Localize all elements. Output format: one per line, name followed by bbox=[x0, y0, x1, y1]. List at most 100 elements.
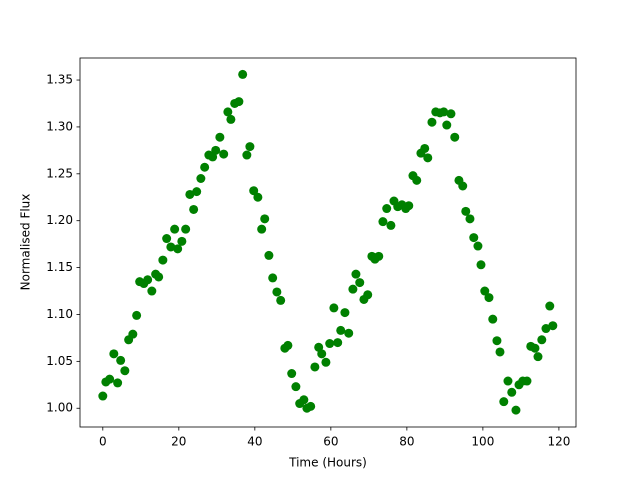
point bbox=[287, 369, 297, 379]
point bbox=[541, 324, 551, 334]
point bbox=[272, 287, 282, 297]
point bbox=[189, 204, 199, 214]
point bbox=[336, 325, 346, 335]
point bbox=[533, 352, 543, 362]
point bbox=[283, 340, 293, 350]
point bbox=[264, 250, 274, 260]
point bbox=[128, 329, 138, 339]
point bbox=[511, 405, 521, 415]
point bbox=[226, 114, 236, 124]
point bbox=[386, 220, 396, 230]
point bbox=[548, 321, 558, 331]
point bbox=[116, 355, 126, 365]
point bbox=[158, 255, 168, 265]
point bbox=[423, 153, 433, 163]
point bbox=[450, 132, 460, 142]
point bbox=[374, 251, 384, 261]
point bbox=[382, 204, 392, 214]
point bbox=[105, 374, 115, 384]
point bbox=[181, 224, 191, 234]
x-tick-label: 0 bbox=[99, 435, 107, 449]
y-tick-label: 1.05 bbox=[46, 354, 73, 368]
point bbox=[480, 286, 490, 296]
point bbox=[200, 162, 210, 172]
point bbox=[120, 366, 130, 376]
point bbox=[321, 357, 331, 367]
point bbox=[340, 308, 350, 318]
point bbox=[166, 242, 176, 252]
plot-frame bbox=[79, 57, 577, 428]
point bbox=[503, 376, 513, 386]
point bbox=[143, 275, 153, 285]
point bbox=[427, 117, 437, 127]
point bbox=[291, 382, 301, 392]
x-tick-label: 80 bbox=[399, 435, 414, 449]
point bbox=[473, 241, 483, 251]
point bbox=[196, 173, 206, 183]
point bbox=[329, 303, 339, 313]
y-axis-label: Normalised Flux bbox=[19, 194, 33, 291]
point bbox=[276, 295, 286, 305]
point bbox=[268, 273, 278, 283]
point bbox=[446, 109, 456, 119]
point bbox=[154, 272, 164, 282]
point bbox=[545, 301, 555, 311]
point bbox=[348, 284, 358, 294]
point bbox=[170, 224, 180, 234]
point bbox=[499, 397, 509, 407]
point bbox=[242, 150, 252, 160]
point bbox=[223, 107, 233, 117]
point bbox=[488, 314, 498, 324]
point bbox=[113, 378, 123, 388]
point bbox=[507, 387, 517, 397]
point bbox=[219, 149, 229, 159]
x-tick-label: 60 bbox=[323, 435, 338, 449]
point bbox=[253, 192, 263, 202]
point bbox=[420, 143, 430, 153]
y-tick-label: 1.15 bbox=[46, 260, 73, 274]
x-tick-label: 120 bbox=[547, 435, 570, 449]
point bbox=[351, 269, 361, 279]
point bbox=[461, 206, 471, 216]
point bbox=[412, 175, 422, 185]
point bbox=[469, 233, 479, 243]
point bbox=[215, 132, 225, 142]
y-tick-label: 1.10 bbox=[46, 307, 73, 321]
point bbox=[245, 142, 255, 152]
point bbox=[530, 343, 540, 353]
point bbox=[325, 339, 335, 349]
point bbox=[177, 236, 187, 246]
point bbox=[522, 376, 532, 386]
y-tick-label: 1.25 bbox=[46, 166, 73, 180]
point bbox=[378, 217, 388, 227]
point bbox=[333, 338, 343, 348]
x-axis-label: Time (Hours) bbox=[288, 456, 367, 470]
point bbox=[299, 395, 309, 405]
point bbox=[458, 181, 468, 191]
y-tick-label: 1.30 bbox=[46, 119, 73, 133]
point bbox=[355, 278, 365, 288]
point bbox=[173, 244, 183, 254]
point bbox=[484, 293, 494, 303]
point bbox=[249, 186, 259, 196]
point bbox=[404, 201, 414, 211]
point bbox=[492, 336, 502, 346]
point bbox=[344, 328, 354, 338]
point bbox=[260, 214, 270, 224]
point bbox=[192, 187, 202, 197]
point bbox=[162, 234, 172, 244]
point bbox=[465, 214, 475, 224]
point bbox=[98, 391, 108, 401]
y-tick-label: 1.20 bbox=[46, 213, 73, 227]
point bbox=[211, 145, 221, 155]
point bbox=[109, 349, 119, 359]
point bbox=[317, 349, 327, 359]
point bbox=[363, 290, 373, 300]
point bbox=[495, 347, 505, 357]
point bbox=[306, 401, 316, 411]
point bbox=[185, 189, 195, 199]
point bbox=[257, 224, 267, 234]
x-tick-label: 20 bbox=[171, 435, 186, 449]
x-tick-label: 40 bbox=[247, 435, 262, 449]
